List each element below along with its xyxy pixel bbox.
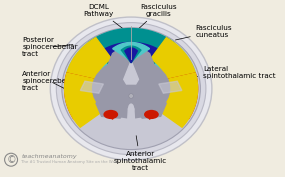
Polygon shape [159,81,182,93]
Polygon shape [105,47,127,84]
Ellipse shape [128,103,134,115]
Polygon shape [127,109,135,139]
Text: DCML
Pathway: DCML Pathway [84,4,124,30]
Polygon shape [67,29,195,86]
Polygon shape [125,48,137,63]
Text: ©: © [6,155,16,165]
Ellipse shape [103,110,118,119]
Polygon shape [159,73,198,127]
Polygon shape [136,90,166,118]
Polygon shape [65,73,103,127]
Polygon shape [80,81,103,93]
Polygon shape [113,42,150,61]
Polygon shape [95,93,122,119]
Ellipse shape [56,23,206,155]
Text: Fasciculus
gracilis: Fasciculus gracilis [138,4,177,30]
Polygon shape [88,29,174,83]
Polygon shape [121,46,141,63]
Text: Fasciculus
cuneatus: Fasciculus cuneatus [175,25,232,40]
Text: teachmeanatomy: teachmeanatomy [21,155,77,159]
Polygon shape [96,90,127,118]
Ellipse shape [144,110,159,119]
Text: Anterior
spinocerebellar
tract: Anterior spinocerebellar tract [22,71,78,92]
Ellipse shape [62,28,200,150]
Ellipse shape [118,89,144,103]
Polygon shape [65,73,99,119]
Polygon shape [151,38,195,79]
Circle shape [129,94,133,98]
Text: Anterior
spintothalamic
tract: Anterior spintothalamic tract [114,136,167,171]
Polygon shape [67,38,111,79]
Polygon shape [124,61,139,84]
Polygon shape [163,73,198,119]
Ellipse shape [92,59,170,119]
Text: Lateral
spintothalamic tract: Lateral spintothalamic tract [189,65,276,79]
Ellipse shape [50,17,212,160]
Text: The #1 Trusted Human Anatomy Site on the Web: The #1 Trusted Human Anatomy Site on the… [21,161,118,164]
Text: Posterior
spinocerebellar
tract: Posterior spinocerebellar tract [22,37,78,57]
Polygon shape [140,93,167,119]
Polygon shape [136,47,157,84]
Polygon shape [104,42,158,76]
